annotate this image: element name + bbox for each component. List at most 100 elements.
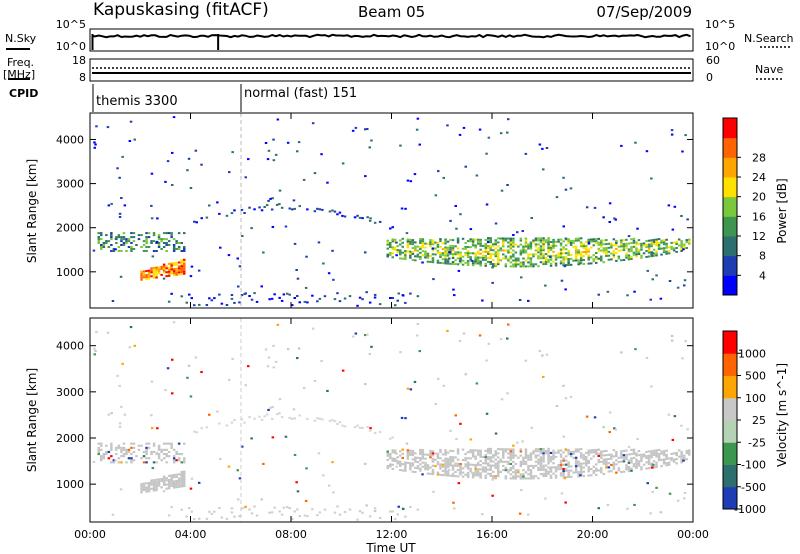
velocity-cell xyxy=(567,469,570,472)
power-cell xyxy=(484,248,487,251)
velocity-cell xyxy=(681,357,684,360)
velocity-colorbar: Velocity [m s^-1] 100050010025-25-100-50… xyxy=(722,330,789,516)
power-cell xyxy=(107,240,111,243)
power-cell xyxy=(484,264,487,267)
power-cell xyxy=(389,227,392,230)
power-cell xyxy=(230,294,234,296)
colorbar-tick-label: 24 xyxy=(752,171,766,184)
power-cell xyxy=(399,257,402,260)
velocity-cell xyxy=(529,477,533,480)
power-cell xyxy=(145,274,148,276)
velocity-cell xyxy=(429,456,432,459)
power-cell xyxy=(559,242,563,245)
velocity-cell xyxy=(605,466,608,469)
power-cell xyxy=(625,246,628,249)
velocity-cell xyxy=(296,508,299,511)
velocity-cell xyxy=(426,468,430,471)
velocity-cell xyxy=(107,457,111,460)
velocity-cell xyxy=(567,465,570,468)
velocity-cell xyxy=(100,442,103,445)
power-cell xyxy=(574,259,578,262)
velocity-cell xyxy=(647,454,651,457)
station-title: Kapuskasing (fitACF) xyxy=(93,0,269,20)
power-cell xyxy=(208,204,211,207)
velocity-cell xyxy=(590,474,593,477)
velocity-cell xyxy=(559,463,563,466)
velocity-cell xyxy=(492,470,495,473)
velocity-cell xyxy=(411,464,415,467)
velocity-cell xyxy=(489,466,492,469)
power-cell xyxy=(673,205,677,208)
velocity-cell xyxy=(683,491,687,494)
power-cell xyxy=(680,215,683,217)
power-cell xyxy=(446,252,450,255)
velocity-cell xyxy=(311,508,314,511)
velocity-cell xyxy=(416,461,420,464)
power-cell xyxy=(680,246,683,248)
freq-tick-bottom: 8 xyxy=(79,71,86,84)
freq-panel: Freq. [MHz] 18 8 60 0 Nave xyxy=(3,54,784,84)
power-cell xyxy=(145,278,148,280)
velocity-cell xyxy=(451,466,455,469)
velocity-cell xyxy=(509,467,513,470)
velocity-cell xyxy=(147,446,151,449)
velocity-cell xyxy=(162,483,166,486)
velocity-cell xyxy=(567,473,570,476)
velocity-cell xyxy=(491,478,494,481)
colorbar-tick-label: 25 xyxy=(752,414,766,427)
power-cell xyxy=(231,151,234,154)
velocity-cell xyxy=(469,438,473,441)
velocity-cell xyxy=(135,455,138,458)
velocity-cell xyxy=(406,461,410,464)
colorbar-swatch xyxy=(723,464,737,488)
velocity-cell xyxy=(464,463,467,466)
velocity-cell xyxy=(175,484,178,487)
power-cell xyxy=(406,242,410,245)
power-cell xyxy=(466,240,470,243)
power-cell xyxy=(507,245,510,248)
power-cell xyxy=(157,266,161,269)
power-cell xyxy=(177,232,181,235)
power-cell xyxy=(265,204,269,207)
power-cell xyxy=(652,242,656,245)
power-cell xyxy=(404,256,407,258)
power-cell xyxy=(160,240,163,243)
velocity-cell xyxy=(524,456,528,459)
velocity-cell xyxy=(574,448,578,451)
velocity-cell xyxy=(592,465,595,468)
velocity-cell xyxy=(652,466,656,469)
power-cell xyxy=(665,246,668,249)
velocity-cell xyxy=(446,451,450,454)
velocity-cell xyxy=(157,480,161,483)
velocity-cell xyxy=(411,449,415,452)
power-cell xyxy=(542,257,545,260)
velocity-cell xyxy=(544,470,548,473)
velocity-cell xyxy=(542,475,545,478)
velocity-cell xyxy=(186,376,189,379)
velocity-cell xyxy=(180,461,183,464)
velocity-cell xyxy=(399,454,402,457)
velocity-cell xyxy=(577,450,580,453)
velocity-cell xyxy=(119,488,123,491)
velocity-cell xyxy=(595,467,598,470)
velocity-cell xyxy=(150,380,154,383)
power-cell xyxy=(165,238,168,241)
power-cell xyxy=(451,245,455,248)
cpid-label: CPID xyxy=(9,87,38,100)
power-cell xyxy=(559,248,563,251)
velocity-cell xyxy=(117,461,121,464)
power-cell xyxy=(647,247,651,250)
power-cell xyxy=(175,267,178,270)
power-cell xyxy=(675,243,678,245)
velocity-cell xyxy=(607,466,611,469)
velocity-cell xyxy=(597,452,600,455)
power-cell xyxy=(476,238,480,241)
power-cell xyxy=(608,221,611,223)
velocity-cell xyxy=(569,469,573,472)
power-cell xyxy=(248,206,251,209)
velocity-cell xyxy=(446,470,450,473)
velocity-cell xyxy=(672,452,676,455)
velocity-cell xyxy=(444,472,447,475)
power-cell xyxy=(585,252,588,255)
velocity-cell xyxy=(479,460,482,463)
